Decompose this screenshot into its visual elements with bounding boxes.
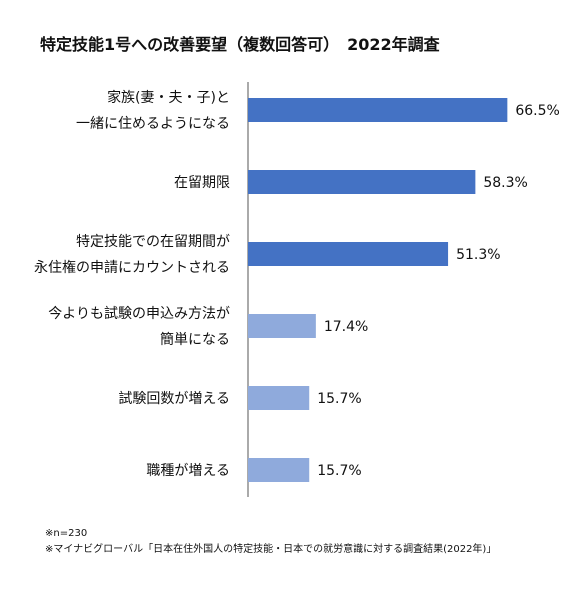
footnote-sample-size: ※n=230 (45, 528, 87, 539)
bar-value-label-0: 66.5% (515, 103, 559, 119)
bar-value-label-1: 58.3% (483, 175, 527, 191)
chart-title: 特定技能1号への改善要望（複数回答可） 2022年調査 (40, 35, 440, 54)
category-label-5-line-0: 職種が増える (146, 463, 230, 479)
bar-1 (248, 170, 476, 194)
bar-2 (248, 242, 449, 266)
bar-value-label-5: 15.7% (317, 463, 361, 479)
category-label-1-line-0: 在留期限 (174, 175, 230, 191)
bar-3 (248, 314, 316, 338)
category-label-2-line-0: 特定技能での在留期間が (76, 234, 230, 250)
category-label-3-line-0: 今よりも試験の申込み方法が (48, 306, 230, 322)
category-label-3-line-1: 簡単になる (160, 332, 230, 348)
bar-4 (248, 386, 310, 410)
category-label-2-line-1: 永住権の申請にカウントされる (34, 259, 230, 276)
category-label-0-line-0: 家族(妻・夫・子)と (107, 89, 230, 106)
bar-value-label-4: 15.7% (317, 391, 361, 407)
category-label-4-line-0: 試験回数が増える (118, 391, 230, 407)
footnote-source: ※マイナビグローバル「日本在住外国人の特定技能・日本での就労意識に対する調査結果… (45, 542, 496, 555)
bar-5 (248, 458, 310, 482)
bar-value-label-3: 17.4% (324, 319, 368, 335)
category-label-0-line-1: 一緒に住めるようになる (76, 116, 230, 132)
bar-0 (248, 98, 508, 122)
bar-value-label-2: 51.3% (456, 247, 500, 263)
